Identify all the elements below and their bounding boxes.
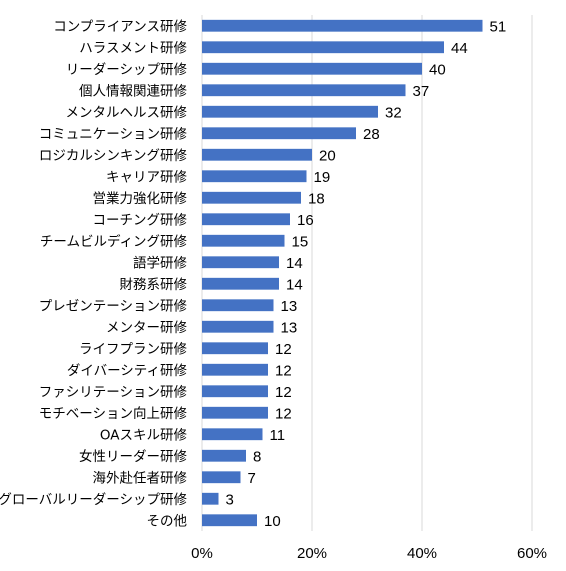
bar [202,234,285,247]
category-label: リーダーシップ研修 [66,62,188,78]
category-label: チームビルディング研修 [40,233,188,250]
bar [202,62,422,75]
category-label: メンタルヘルス研修 [66,105,188,121]
value-labels: 51 44 40 37 32 28 20 19 18 16 15 14 14 13 13 12 12 12 12 11… [226,18,507,530]
category-label: グローバルリーダーシップ研修 [0,492,187,508]
value-label: 32 [385,104,402,121]
x-tick-label: 0% [191,545,213,562]
bar [202,342,268,355]
value-label: 19 [314,169,331,186]
value-label: 44 [451,40,468,57]
category-label: 語学研修 [133,254,187,271]
value-label: 13 [281,319,298,336]
bar [202,471,241,484]
x-tick-label: 60% [517,545,547,562]
value-label: 8 [253,448,261,465]
bar [202,385,268,398]
bar [202,320,274,333]
value-label: 11 [270,427,286,444]
value-label: 51 [490,18,507,35]
value-label: 15 [292,233,309,250]
category-label: 財務系研修 [120,277,188,293]
value-label: 3 [226,491,234,508]
category-label: キャリア研修 [106,169,187,185]
value-label: 37 [413,83,430,100]
gridlines [201,15,533,531]
category-label: ロジカルシンキング研修 [39,148,188,164]
category-label: コンプライアンス研修 [53,19,187,35]
category-label: コーチング研修 [93,212,188,228]
bar [202,213,290,226]
category-label: 営業力強化研修 [93,191,188,207]
bars [202,19,483,527]
bar [202,363,268,376]
value-label: 7 [248,470,256,487]
value-label: 14 [286,255,303,272]
category-label: モチベーション向上研修 [39,406,188,422]
bar [202,170,307,183]
category-label: 海外赴任者研修 [93,470,188,486]
bar [202,428,263,441]
category-label: メンター研修 [106,320,187,336]
bar [202,191,301,204]
bar [202,148,312,161]
value-label: 12 [275,341,292,358]
category-label: ライフプラン研修 [79,341,187,357]
category-label: ハラスメント研修 [79,40,187,56]
bar [202,492,219,505]
bar [202,84,406,97]
value-label: 28 [363,126,380,143]
x-axis-tick-labels: 0% 20% 40% 60% [191,545,547,562]
bar [202,449,246,462]
bar [202,105,378,118]
value-label: 14 [286,276,303,293]
bar [202,406,268,419]
bar [202,514,257,527]
bar [202,277,279,290]
value-label: 18 [308,190,325,207]
bar [202,41,444,54]
bar [202,256,279,269]
category-label: 女性リーダー研修 [79,448,187,465]
value-label: 10 [264,513,281,530]
category-label: プレゼンテーション研修 [39,298,188,314]
value-label: 20 [319,147,336,164]
bar [202,299,274,312]
bar [202,19,483,32]
value-label: 12 [275,384,292,401]
category-label: ファシリテーション研修 [39,384,188,400]
value-label: 12 [275,362,292,379]
category-label: 個人情報関連研修 [79,83,187,99]
category-label: OAスキル研修 [100,427,188,443]
x-tick-label: 40% [407,545,437,562]
value-label: 12 [275,405,292,422]
value-label: 16 [297,212,314,229]
bar [202,127,356,140]
x-tick-label: 20% [297,545,327,562]
category-labels: コンプライアンス研修ハラスメント研修リーダーシップ研修個人情報関連研修メンタルヘ… [0,19,187,530]
category-label: コミュニケーション研修 [39,126,188,142]
value-label: 13 [281,298,298,315]
category-label: ダイバーシティ研修 [67,363,188,379]
category-label: その他 [147,513,188,529]
value-label: 40 [429,61,446,78]
